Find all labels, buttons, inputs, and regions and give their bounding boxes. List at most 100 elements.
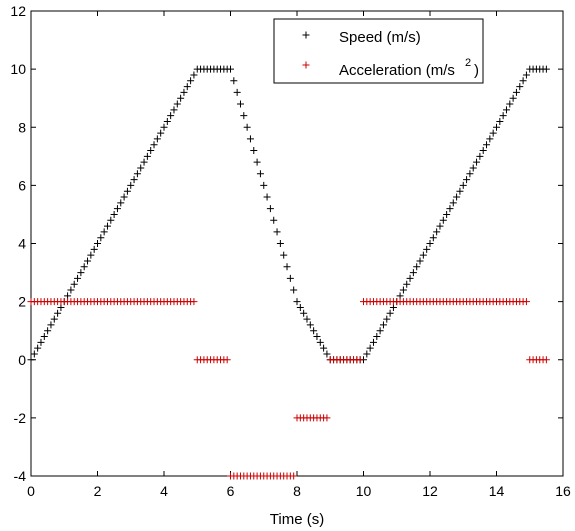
speed-point [44, 327, 52, 335]
x-tick-label: 12 [422, 483, 438, 499]
speed-point [87, 251, 95, 259]
x-tick-label: 4 [160, 483, 168, 499]
legend-marker-acceleration [302, 61, 310, 69]
legend-label-acceleration-superscript: 2 [465, 57, 471, 69]
speed-point [113, 205, 121, 213]
speed-point [406, 274, 414, 282]
y-tick-label: 10 [10, 61, 26, 77]
acceleration-point [323, 414, 331, 422]
speed-point [320, 344, 328, 352]
y-tick-label: -2 [14, 410, 27, 426]
speed-point [276, 240, 284, 247]
speed-point [376, 327, 384, 335]
speed-point [70, 280, 78, 288]
speed-point [383, 315, 391, 323]
y-tick-label: 6 [18, 177, 26, 193]
speed-point [499, 112, 507, 120]
speed-point [303, 315, 311, 323]
speed-point [542, 65, 550, 73]
speed-point [386, 309, 394, 317]
speed-point [496, 117, 504, 125]
speed-point [489, 129, 497, 137]
speed-point [27, 356, 35, 364]
speed-point [140, 158, 148, 166]
legend-label-acceleration: Acceleration (m/s [339, 62, 455, 79]
speed-point [446, 205, 454, 213]
y-tick-label: -4 [14, 468, 27, 484]
speed-point [233, 88, 241, 96]
speed-point [100, 228, 108, 236]
speed-point [246, 135, 254, 143]
speed-point [469, 164, 477, 172]
x-tick-labels: 0 2 4 6 8 10 12 14 16 [27, 483, 571, 499]
speed-point [306, 321, 314, 329]
speed-point [416, 257, 424, 265]
speed-point [296, 303, 304, 311]
speed-point [512, 88, 520, 96]
speed-point [97, 234, 105, 242]
speed-point [30, 350, 38, 358]
speed-point [290, 286, 298, 294]
acceleration-point [290, 472, 298, 480]
speed-point [256, 170, 264, 178]
speed-point [502, 106, 510, 114]
speed-point [250, 147, 258, 154]
speed-point [163, 117, 171, 125]
speed-point [266, 205, 274, 213]
speed-point [227, 65, 234, 73]
speed-point [130, 176, 138, 184]
x-tick-label: 2 [94, 483, 102, 499]
speed-point [519, 77, 527, 85]
legend-box [273, 18, 484, 84]
speed-point [506, 100, 514, 108]
speed-point [90, 245, 98, 253]
axis-ticks [30, 10, 564, 477]
speed-point [516, 83, 524, 91]
speed-point [117, 199, 125, 207]
speed-point [37, 338, 45, 346]
y-tick-labels: -4 -2 0 2 4 6 8 10 12 [10, 3, 26, 484]
legend: Speed (m/s) Acceleration (m/s 2 ) [273, 18, 484, 84]
speed-point [170, 106, 178, 114]
speed-point [40, 333, 48, 340]
plot-area [30, 10, 564, 477]
speed-point [313, 333, 321, 340]
speed-point [34, 344, 42, 352]
speed-point [120, 193, 128, 201]
speed-point [243, 123, 251, 131]
speed-point [230, 77, 238, 85]
acceleration-point [223, 356, 231, 364]
speed-point [409, 269, 417, 277]
speed-point [293, 298, 301, 306]
speed-point [466, 170, 474, 178]
speed-point [177, 94, 185, 102]
acceleration-point [542, 356, 550, 364]
speed-point [253, 158, 261, 166]
legend-label-acceleration-close: ) [474, 62, 479, 79]
legend-marker-speed [302, 31, 310, 39]
speed-point [366, 344, 374, 352]
x-tick-label: 14 [489, 483, 505, 499]
speed-point [127, 181, 135, 189]
x-tick-label: 16 [555, 483, 571, 499]
y-tick-label: 8 [18, 119, 26, 135]
speed-point [180, 88, 188, 96]
speed-point [133, 170, 141, 178]
speed-point [236, 100, 244, 108]
speed-point [423, 245, 431, 253]
x-axis-title: Time (s) [270, 511, 324, 528]
speed-point [456, 187, 464, 195]
speed-point [463, 176, 471, 184]
speed-point [286, 274, 294, 282]
speed-point [479, 147, 487, 154]
series-layer [27, 65, 550, 480]
speed-point [316, 338, 324, 346]
speed-point [369, 338, 377, 346]
speed-point [77, 269, 85, 277]
speed-point [449, 199, 457, 207]
speed-point [429, 234, 437, 242]
speed-point [273, 228, 281, 236]
speed-point [426, 240, 434, 247]
speed-point [486, 135, 494, 143]
